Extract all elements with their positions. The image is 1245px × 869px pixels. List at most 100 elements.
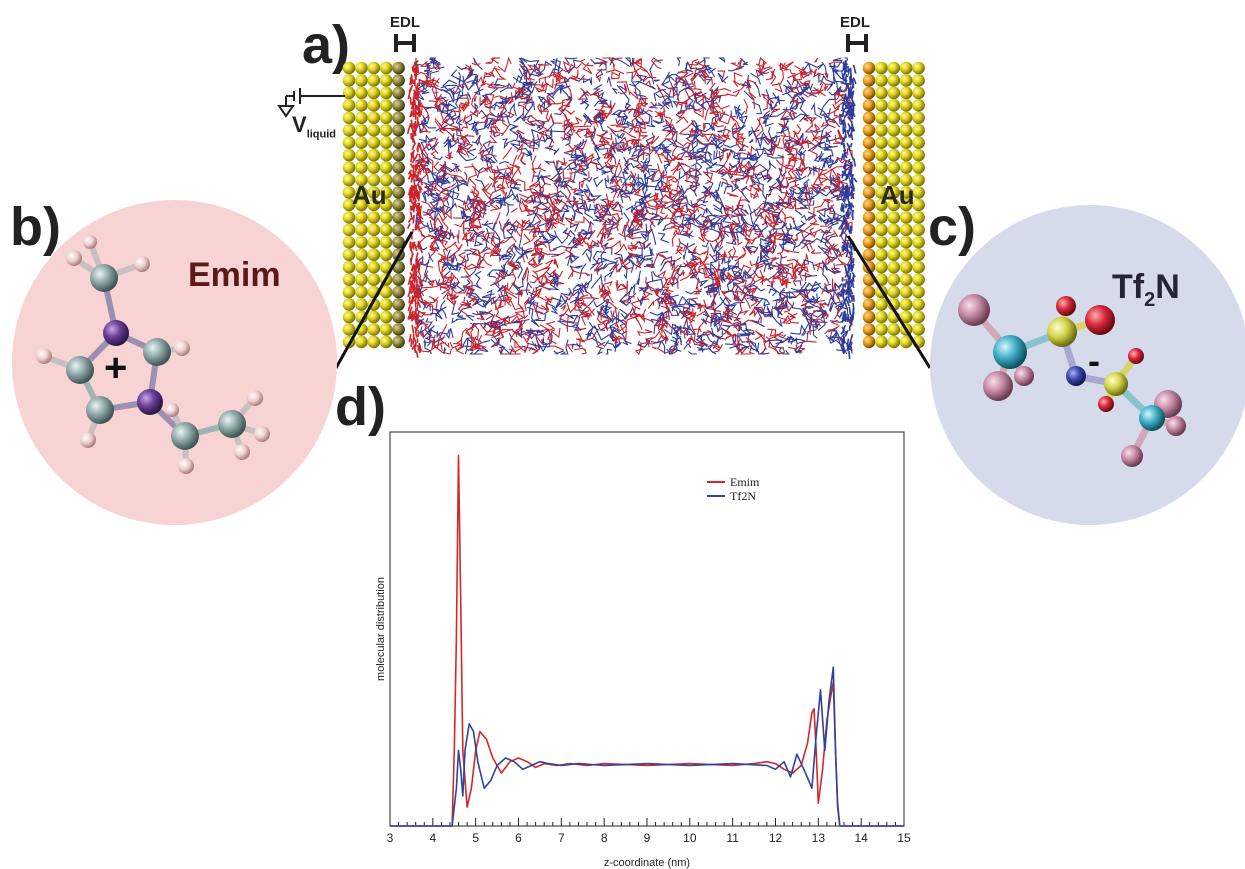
tf2n-ion: [762, 304, 774, 318]
tf2n-ion: [528, 119, 546, 127]
emim-ion: [699, 256, 709, 266]
edl-anion-layer: [847, 211, 852, 218]
gold-atom: [367, 186, 381, 199]
emim-ion: [472, 199, 484, 211]
gold-atom: [379, 99, 393, 112]
tf2n-ion: [528, 299, 536, 315]
x-tick-label: 10: [683, 831, 697, 845]
edl-anion-layer: [845, 173, 848, 181]
tf2n-ion: [831, 329, 843, 339]
edl-cation-layer: [409, 185, 414, 194]
gold-atom: [875, 136, 888, 149]
tf2n-ion: [522, 70, 530, 81]
tf2n-ion: [789, 90, 804, 105]
electrode-label-right: Au: [880, 180, 915, 210]
emim-ion: [749, 163, 761, 169]
tf2n-ion: [702, 194, 709, 204]
tf2n-ion: [764, 313, 783, 328]
gold-atom: [355, 186, 368, 199]
tf2n-ion: [635, 117, 645, 125]
x-tick-label: 6: [515, 831, 522, 845]
edl-anion-layer: [849, 315, 853, 324]
edl-anion-layer: [853, 158, 856, 167]
emim-ion: [575, 139, 588, 152]
tf2n-ion: [633, 91, 646, 98]
emim-ion: [594, 204, 608, 215]
emim-ion: [820, 121, 836, 129]
tf2n-ion: [506, 204, 514, 217]
emim-ion: [518, 303, 529, 320]
tf2n-ion: [472, 127, 486, 135]
chart-series: [390, 454, 904, 827]
tf2n-ion: [661, 83, 678, 96]
tf2n-ion: [665, 101, 674, 108]
tf2n-ion: [476, 167, 485, 179]
emim-ion: [689, 60, 700, 66]
edl-anion-layer: [845, 83, 848, 92]
emim-ion: [458, 94, 470, 104]
edl-anion-layer: [847, 224, 851, 233]
gold-atom: [899, 310, 913, 324]
emim-ion: [758, 56, 767, 65]
gold-atom: [355, 198, 368, 212]
gold-atom: [887, 335, 901, 349]
tf2n-ion: [693, 186, 698, 197]
tf2n-ion: [512, 193, 523, 204]
tf2n-ion: [740, 57, 749, 66]
edl-cation-layer: [410, 263, 415, 272]
chart-legend: Emim Tf2N: [707, 475, 760, 503]
emim-ion: [804, 124, 822, 141]
tf2n-ion: [545, 232, 558, 243]
emim-ion: [676, 275, 680, 289]
edl-anion-layer: [849, 342, 853, 352]
emim-ion: [566, 302, 577, 314]
edl-anion-layer: [839, 311, 844, 318]
tf2n-ion: [511, 186, 520, 190]
emim-ion: [603, 299, 618, 310]
emim-ion: [508, 221, 513, 232]
emim-ion: [761, 93, 770, 98]
edl-cation-layer: [407, 311, 412, 320]
emim-ion: [545, 321, 556, 333]
emim-ion: [813, 318, 827, 324]
emim-ion: [801, 116, 812, 122]
tf2n-ion: [748, 341, 760, 353]
emim-ion: [584, 272, 591, 277]
gold-atom: [899, 186, 913, 199]
emim-ion: [810, 249, 822, 254]
emim-ion: [427, 180, 441, 192]
emim-ion: [731, 173, 750, 184]
emim-ion: [460, 135, 475, 148]
gold-atom: [887, 111, 901, 125]
gold-atom: [899, 198, 913, 212]
tf2n-name: Tf2N: [1112, 268, 1180, 312]
emim-ion: [471, 62, 481, 66]
tf2n-ion: [752, 81, 761, 98]
tf2n-ion: [776, 125, 790, 134]
gold-atom: [342, 223, 356, 237]
tf2n-ion: [632, 207, 640, 219]
emim-ion: [725, 326, 732, 336]
tf2n-ion: [566, 128, 573, 136]
edl-label-right: EDL: [840, 14, 870, 31]
tf2n-ion: [661, 74, 675, 86]
tf2n-ion: [652, 270, 664, 279]
emim-ion: [486, 83, 509, 89]
emim-ion: [662, 176, 669, 189]
emim-ion: [558, 104, 570, 111]
tf2n-ion: [803, 83, 814, 89]
edl-cation-layer: [412, 241, 416, 248]
tf2n-ion: [746, 296, 764, 307]
tf2n-ion: [622, 112, 629, 121]
tf2n-ion: [548, 253, 561, 256]
tf2n-ion: [498, 220, 502, 231]
tf2n-ion: [775, 337, 790, 344]
tf2n-ion: [795, 167, 802, 176]
tf2n-ion: [713, 296, 732, 319]
tf2n-ion: [766, 208, 782, 224]
tf2n-ion: [415, 214, 419, 227]
tf2n-ion: [465, 120, 479, 131]
emim-ion: [469, 191, 480, 199]
emim-ion: [560, 304, 567, 311]
emim-ion: [616, 279, 628, 290]
